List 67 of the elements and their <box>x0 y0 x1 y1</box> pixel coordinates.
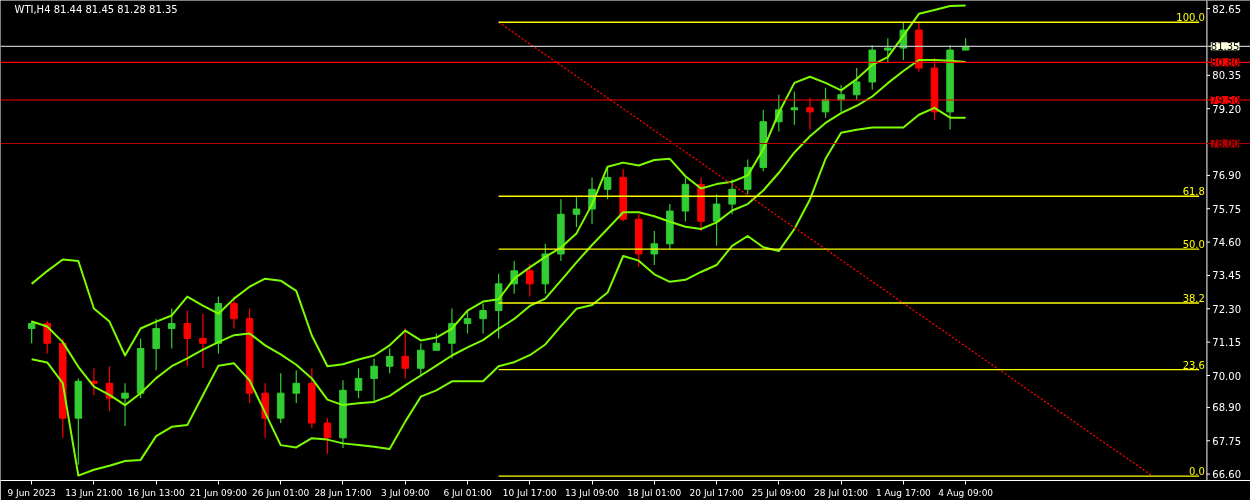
x-tick-label: 18 Jul 01:00 <box>627 487 682 498</box>
candlestick <box>385 347 394 374</box>
y-tick-label: 66.60 <box>1212 469 1241 481</box>
x-tick-label: 16 Jun 13:00 <box>127 487 186 498</box>
x-tick-label: 26 Jun 01:00 <box>252 487 310 498</box>
ref-line-label: 80.80 <box>1210 57 1240 69</box>
ref-line-label: 79.50 <box>1210 94 1240 106</box>
candlestick <box>790 91 799 126</box>
candlestick <box>712 193 721 247</box>
series-label: 38.2 <box>1182 293 1205 304</box>
candlestick <box>572 196 581 228</box>
y-tick-label: 68.90 <box>1212 402 1241 414</box>
candlestick <box>167 307 176 350</box>
x-tick-label: 4 Aug 09:00 <box>938 487 994 498</box>
candlestick <box>417 342 425 377</box>
chart-title: WTI,H4 81.44 81.45 81.28 81.35 <box>14 3 178 15</box>
candlestick <box>230 296 238 330</box>
x-tick-label: 21 Jun 09:00 <box>189 487 248 498</box>
candlestick <box>884 37 892 63</box>
series-label: 61.8 <box>1182 186 1205 198</box>
candlestick <box>43 320 51 355</box>
y-tick-label: 82.65 <box>1212 3 1241 15</box>
candlestick <box>463 309 472 335</box>
y-tick-label: 76.90 <box>1212 170 1241 182</box>
candlestick <box>370 357 378 404</box>
candlestick <box>852 67 861 101</box>
y-tick-label: 75.75 <box>1212 203 1241 215</box>
series-label: 0.0 <box>1189 466 1205 478</box>
candlestick <box>479 302 487 335</box>
x-tick-label: 28 Jul 01:00 <box>814 487 869 498</box>
candlestick <box>199 313 207 369</box>
x-tick-label: 25 Jul 09:00 <box>751 487 807 498</box>
candlestick <box>401 327 409 380</box>
y-tick-label: 73.45 <box>1212 270 1241 282</box>
y-tick-label: 72.30 <box>1212 303 1241 315</box>
candlestick <box>837 84 845 113</box>
series-label: 23.6 <box>1182 359 1205 371</box>
candlestick <box>526 263 534 298</box>
x-tick-label: 1 Aug 17:00 <box>875 487 932 498</box>
x-tick-label: 13 Jun 21:00 <box>65 487 123 498</box>
y-tick-label: 67.75 <box>1212 435 1241 447</box>
candlestick <box>152 318 160 371</box>
ref-line-label: 78.00 <box>1210 138 1240 150</box>
line-series <box>30 106 967 477</box>
series-label: 50.0 <box>1182 239 1205 251</box>
candlestick <box>354 367 363 399</box>
x-tick-label: 10 Jul 17:00 <box>502 487 558 498</box>
series-label: 100.0 <box>1176 12 1205 24</box>
candlestick <box>448 307 456 359</box>
x-tick-label: 28 Jun 17:00 <box>314 487 372 498</box>
candlestick <box>323 417 332 455</box>
y-tick-label: 70.00 <box>1212 370 1241 382</box>
y-tick-label: 71.15 <box>1212 337 1241 349</box>
x-tick-label: 6 Jul 01:00 <box>443 487 492 498</box>
x-tick-label: 3 Jul 09:00 <box>381 487 430 498</box>
candlestick <box>121 382 129 427</box>
y-tick-label: 80.35 <box>1212 70 1241 82</box>
x-tick-label: 9 Jun 2023 <box>7 487 56 498</box>
candlestick <box>183 309 192 367</box>
candlestick <box>27 320 36 344</box>
x-tick-label: 20 Jul 17:00 <box>689 487 744 498</box>
x-tick-label: 13 Jul 09:00 <box>565 487 620 498</box>
y-tick-label: 79.20 <box>1212 103 1241 115</box>
candlestick <box>292 369 301 404</box>
y-tick-label: 74.60 <box>1212 237 1241 249</box>
candlestick <box>728 178 736 215</box>
ref-line-label: 81.35 <box>1210 41 1240 53</box>
